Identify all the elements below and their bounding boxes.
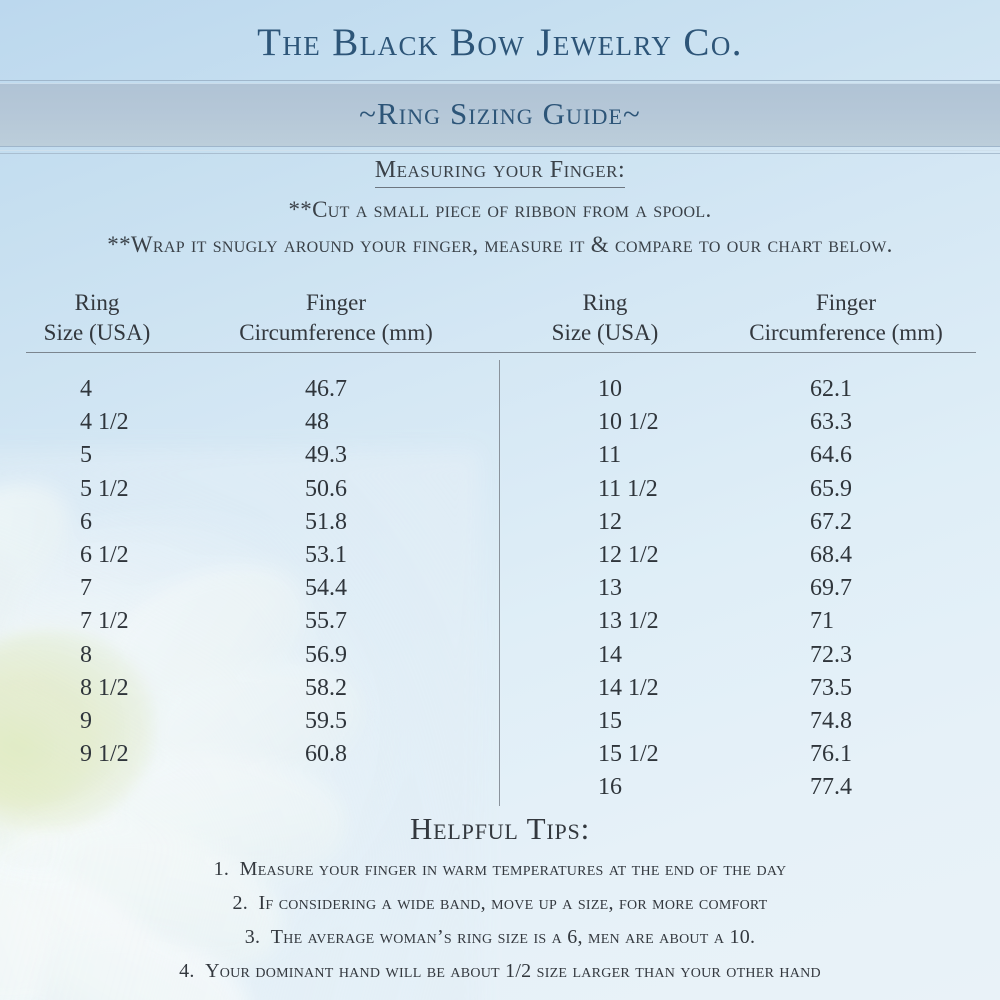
ring-size-cell: 12 1/2 <box>598 541 659 568</box>
ring-size-cell: 6 1/2 <box>80 541 129 568</box>
ring-size-cell: 6 <box>80 508 92 535</box>
helpful-tip-item: 1. Measure your finger in warm temperatu… <box>0 858 1000 881</box>
circumference-cell: 60.8 <box>305 741 347 768</box>
helpful-tips-list: 1. Measure your finger in warm temperatu… <box>0 858 1000 983</box>
ring-size-cell: 4 <box>80 376 92 402</box>
left-size-column-header: Ring Size (USA) <box>12 288 182 349</box>
circumference-cell: 72.3 <box>810 641 852 668</box>
circumference-cell: 50.6 <box>305 475 347 502</box>
ring-size-cell: 14 1/2 <box>598 674 659 701</box>
ring-size-cell: 8 1/2 <box>80 674 129 701</box>
banner-bar <box>0 84 1000 146</box>
ring-size-cell: 13 1/2 <box>598 608 659 635</box>
circumference-cell: 62.1 <box>810 376 852 402</box>
ring-size-cell: 9 1/2 <box>80 741 129 768</box>
circumference-cell: 63.3 <box>810 409 852 436</box>
circumference-cell: 59.5 <box>305 707 347 734</box>
header-underline <box>26 352 976 353</box>
circumference-cell: 77.4 <box>810 774 852 801</box>
helpful-tip-item: 2. If considering a wide band, move up a… <box>0 892 1000 915</box>
column-header-line-2: Circumference (mm) <box>749 320 943 346</box>
ring-size-cell: 11 <box>598 442 622 469</box>
ring-size-cell: 4 1/2 <box>80 409 129 436</box>
ring-size-cell: 15 <box>598 707 622 734</box>
circumference-cell: 64.6 <box>810 442 852 469</box>
banner-rule-top-inner <box>0 83 1000 84</box>
ring-size-cell: 13 <box>598 575 622 602</box>
circumference-cell: 55.7 <box>305 608 347 635</box>
circumference-cell: 71 <box>810 608 834 635</box>
circumference-cell: 58.2 <box>305 674 347 701</box>
page-title: ~Ring Sizing Guide~ <box>359 96 641 131</box>
circumference-cell: 68.4 <box>810 541 852 568</box>
sizing-chart: Ring Size (USA) Finger Circumference (mm… <box>0 288 1000 818</box>
helpful-tip-item: 4. Your dominant hand will be about 1/2 … <box>0 960 1000 983</box>
helpful-tip-item: 3. The average woman’s ring size is a 6,… <box>0 926 1000 949</box>
ring-size-cell: 11 1/2 <box>598 475 658 502</box>
circumference-cell: 56.9 <box>305 641 347 668</box>
circumference-cell: 74.8 <box>810 707 852 734</box>
circumference-cell: 69.7 <box>810 575 852 602</box>
tip-text: Measure your finger in warm temperatures… <box>239 858 787 881</box>
helpful-tips-block: Helpful Tips: 1. Measure your finger in … <box>0 810 1000 983</box>
ring-size-cell: 15 1/2 <box>598 741 659 768</box>
banner-rule-top-outer <box>0 80 1000 81</box>
ring-size-cell: 9 <box>80 707 92 734</box>
circumference-cell: 73.5 <box>810 674 852 701</box>
circumference-cell: 46.7 <box>305 376 347 402</box>
tip-text: The average woman’s ring size is a 6, me… <box>270 926 756 949</box>
tip-text: Your dominant hand will be about 1/2 siz… <box>205 960 821 983</box>
column-header-line-2: Size (USA) <box>551 320 659 346</box>
right-circumference-column-header: Finger Circumference (mm) <box>706 288 986 349</box>
circumference-cell: 49.3 <box>305 442 347 469</box>
banner-rule-bottom-outer <box>0 153 1000 154</box>
ring-size-cell: 14 <box>598 641 622 668</box>
column-header-line-1: Ring <box>74 290 120 315</box>
ring-size-cell: 7 1/2 <box>80 608 129 635</box>
circumference-cell: 54.4 <box>305 575 347 602</box>
circumference-cell: 65.9 <box>810 475 852 502</box>
instruction-line-1: **Cut a small piece of ribbon from a spo… <box>288 196 712 222</box>
ring-size-cell: 7 <box>80 575 92 602</box>
instructions-heading: Measuring your Finger: <box>374 157 626 188</box>
banner-rule-bottom-inner <box>0 146 1000 147</box>
tip-number: 2. <box>232 892 259 915</box>
circumference-cell: 51.8 <box>305 508 347 535</box>
tip-number: 4. <box>179 960 206 983</box>
right-size-column-header: Ring Size (USA) <box>520 288 690 349</box>
instruction-line-2: **Wrap it snugly around your finger, mea… <box>107 231 893 257</box>
ring-size-cell: 12 <box>598 508 622 535</box>
column-header-line-2: Circumference (mm) <box>239 320 433 346</box>
column-header-line-2: Size (USA) <box>43 320 151 346</box>
ring-size-cell: 16 <box>598 774 622 801</box>
column-header-line-1: Ring <box>582 290 628 315</box>
ring-size-cell: 8 <box>80 641 92 668</box>
tip-number: 3. <box>244 926 271 949</box>
ring-size-cell: 5 <box>80 442 92 469</box>
circumference-cell: 67.2 <box>810 508 852 535</box>
circumference-cell: 76.1 <box>810 741 852 768</box>
instructions-block: Measuring your Finger: **Cut a small pie… <box>0 157 1000 258</box>
banner-rule-bottom-mid <box>0 150 1000 151</box>
company-title: The Black Bow Jewelry Co. <box>257 21 743 64</box>
circumference-cell: 53.1 <box>305 541 347 568</box>
column-header-line-1: Finger <box>305 290 367 315</box>
tip-number: 1. <box>213 858 240 881</box>
circumference-cell: 48 <box>305 409 329 436</box>
tip-text: If considering a wide band, move up a si… <box>258 892 768 915</box>
table-vertical-divider <box>499 360 500 806</box>
ring-size-cell: 10 <box>598 376 622 402</box>
ring-size-cell: 10 1/2 <box>598 409 659 436</box>
ring-size-cell: 5 1/2 <box>80 475 129 502</box>
helpful-tips-heading: Helpful Tips: <box>410 811 590 846</box>
column-header-line-1: Finger <box>815 290 877 315</box>
left-circumference-column-header: Finger Circumference (mm) <box>196 288 476 349</box>
